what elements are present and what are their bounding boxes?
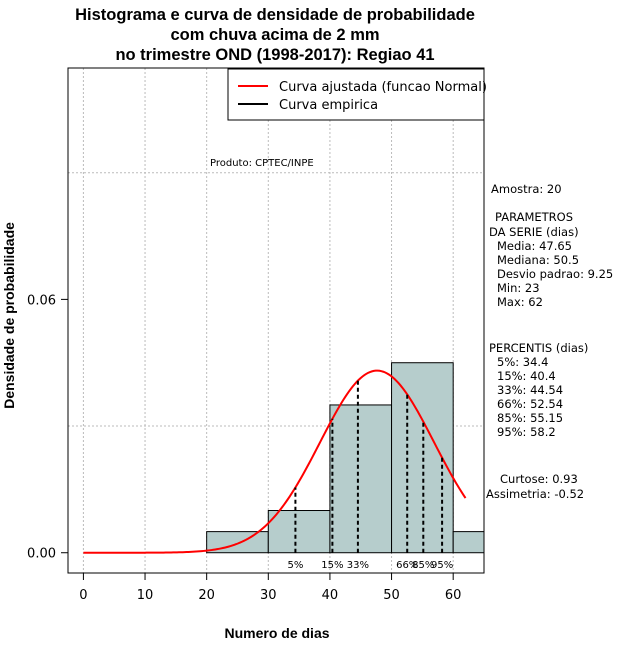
percentil-5: 5%: 34.4 (497, 355, 548, 369)
parametros-header: PARAMETROS (495, 210, 573, 224)
percentil-15: 15%: 40.4 (497, 369, 556, 383)
chart-title-line-2: com chuva acima de 2 mm (170, 26, 379, 44)
percentil-66: 66%: 52.54 (497, 397, 563, 411)
produto-label: Produto: CPTEC/INPE (210, 158, 314, 169)
x-tick-label: 20 (198, 588, 215, 603)
legend-label-empirical: Curva empirica (279, 98, 378, 113)
assimetria-text: Assimetria: -0.52 (486, 487, 584, 501)
histogram-bar (329, 404, 393, 554)
y-tick-label: 0.06 (27, 293, 56, 308)
legend-box (227, 68, 485, 121)
param-media: Media: 47.65 (497, 239, 572, 253)
percentis-header: PERCENTIS (dias) (489, 341, 588, 355)
histogram-bar (267, 510, 331, 554)
percentile-label: 85% (412, 560, 434, 571)
fitted-normal-curve (83, 369, 467, 554)
param-max: Max: 62 (497, 295, 543, 309)
percentile-lines: 5% 15% 33% 66%85%95% (287, 380, 453, 571)
percentile-label: 15% (321, 560, 343, 571)
x-axis-label: Numero de dias (224, 625, 329, 641)
x-tick-label: 10 (137, 588, 154, 603)
param-mediana: Mediana: 50.5 (497, 253, 579, 267)
x-tick-label: 60 (445, 588, 462, 603)
legend-label-fitted: Curva ajustada (funcao Normal) (279, 80, 487, 95)
chart-title-line-3: no trimestre OND (1998-2017): Regiao 41 (115, 46, 434, 64)
percentile-label: 5% (287, 560, 303, 571)
x-tick-label: 0 (79, 588, 87, 603)
plot-frame (67, 67, 485, 574)
percentile-label: 33% (347, 560, 369, 571)
parametros-subheader: DA SERIE (dias) (489, 225, 579, 239)
amostra-text: Amostra: 20 (491, 182, 562, 196)
histogram-bar (452, 531, 485, 554)
axes: 0 10 20 30 40 50 60 0.00 0.06 (27, 293, 461, 603)
side-panel: Amostra: 20 PARAMETROS DA SERIE (dias) M… (486, 182, 613, 501)
chart-title: Histograma e curva de densidade de proba… (75, 6, 475, 64)
percentile-label: 66% (396, 560, 418, 571)
param-desvio: Desvio padrao: 9.25 (497, 267, 613, 281)
percentil-33: 33%: 44.54 (497, 383, 563, 397)
chart-title-line-1: Histograma e curva de densidade de proba… (75, 6, 475, 24)
legend: Curva ajustada (funcao Normal) Curva emp… (227, 68, 487, 121)
x-tick-label: 40 (322, 588, 339, 603)
curtose-text: Curtose: 0.93 (500, 472, 578, 486)
grid-lines (68, 68, 484, 573)
percentil-95: 95%: 58.2 (497, 425, 556, 439)
x-tick-label: 30 (260, 588, 277, 603)
percentil-85: 85%: 55.15 (497, 411, 563, 425)
percentile-label: 95% (431, 560, 453, 571)
param-min: Min: 23 (497, 281, 540, 295)
fitted-curve-layer (83, 369, 467, 554)
y-tick-label: 0.00 (27, 547, 56, 562)
x-tick-label: 50 (383, 588, 400, 603)
y-axis-label: Densidade de probabilidade (1, 222, 17, 409)
